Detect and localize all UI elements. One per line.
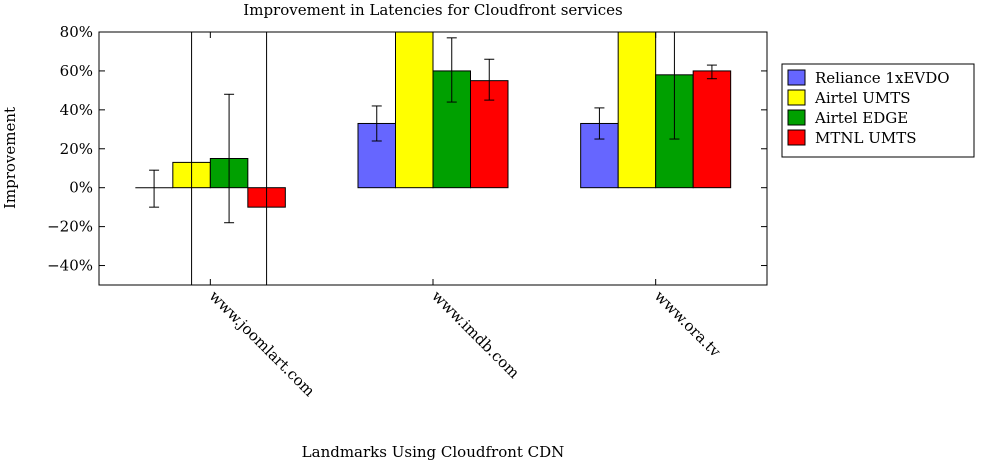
y-tick-label-6: 80% [60,23,93,41]
y-tick-label-2: 0% [69,179,93,197]
y-axis-label: Improvement [1,107,19,209]
error-bars-group [149,32,717,285]
y-tick-label-4: 40% [60,101,93,119]
x-axis-label: Landmarks Using Cloudfront CDN [302,443,565,461]
legend-label-3: MTNL UMTS [815,129,917,147]
y-tick-label-5: 60% [60,62,93,80]
y-tick-label-3: 20% [60,140,93,158]
x-tick-label-2: www.ora.tv [651,287,725,361]
legend-label-0: Reliance 1xEVDO [815,69,950,87]
y-tick-label-1: −20% [47,218,93,236]
legend-swatch-0 [787,69,806,86]
bar-1-1 [395,31,434,189]
x-tick-label-0: www.joomlart.com [206,287,319,400]
legend-box [781,63,975,158]
bar-3-2 [692,70,732,189]
legend-label-1: Airtel UMTS [814,89,911,107]
legend-swatch-1 [787,89,806,106]
chart-title: Improvement in Latencies for Cloudfront … [243,1,622,19]
x-tick-label-1: www.imdb.com [428,287,523,382]
legend-swatch-2 [787,109,806,126]
legend-label-2: Airtel EDGE [814,109,908,127]
y-tick-label-0: −40% [47,257,93,275]
legend: Reliance 1xEVDO Airtel UMTS Airtel EDGE MTN… [781,63,975,158]
legend-swatch-3 [787,129,806,146]
bar-1-2 [617,31,657,189]
y-ticks-group: −40% −20% 0% 20% 40% 60% 80% [47,23,767,275]
